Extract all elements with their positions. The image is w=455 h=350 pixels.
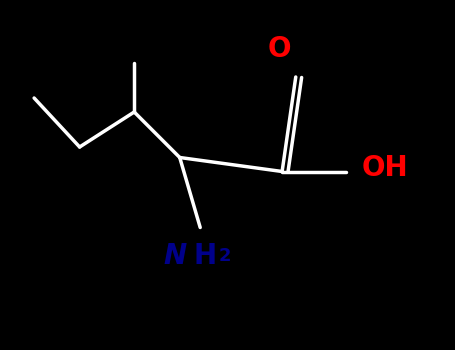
Text: 2: 2 — [219, 247, 232, 265]
Text: N: N — [163, 241, 187, 270]
Text: OH: OH — [362, 154, 408, 182]
Text: H: H — [193, 241, 216, 270]
Text: O: O — [268, 35, 292, 63]
